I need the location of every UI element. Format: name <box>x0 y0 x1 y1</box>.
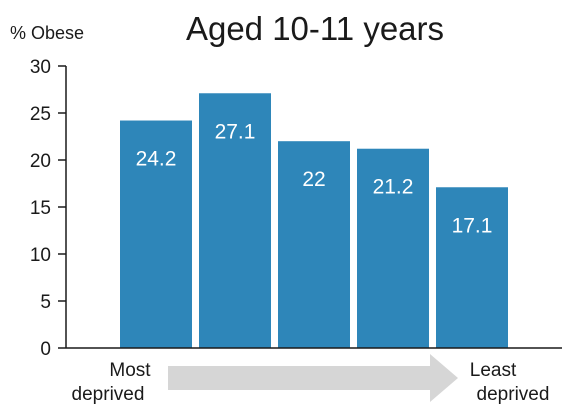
y-tick-label: 10 <box>30 245 51 266</box>
least-deprived-label-line2: deprived <box>477 384 550 404</box>
bar-value-label: 27.1 <box>215 120 256 143</box>
y-axis: 0 5 10 15 20 25 30 <box>30 57 66 360</box>
bar <box>278 141 350 348</box>
bar <box>436 187 508 348</box>
y-axis-label: % Obese <box>10 23 84 43</box>
bar-value-label: 24.2 <box>136 148 177 171</box>
most-deprived-label-line2: deprived <box>72 384 145 404</box>
y-tick-label: 15 <box>30 198 51 219</box>
bar <box>199 93 271 348</box>
deprivation-arrow-shape <box>168 354 458 402</box>
bar-value-label: 22 <box>302 168 325 191</box>
bar-value-label: 17.1 <box>452 214 493 237</box>
bars-group: 24.2 27.1 22 21.2 17.1 <box>120 93 508 349</box>
bar <box>120 120 192 349</box>
y-tick-label: 30 <box>30 57 51 78</box>
y-tick-label: 20 <box>30 151 51 172</box>
y-tick-label: 0 <box>40 339 51 360</box>
y-tick-label: 25 <box>30 104 51 125</box>
least-deprived-label-line1: Least <box>470 360 517 381</box>
chart-title: Aged 10-11 years <box>186 10 444 47</box>
most-deprived-label-line1: Most <box>109 360 151 381</box>
bar-value-label: 21.2 <box>373 176 414 199</box>
y-tick-label: 5 <box>40 292 51 313</box>
deprivation-arrow <box>168 354 458 402</box>
bar <box>357 148 429 348</box>
